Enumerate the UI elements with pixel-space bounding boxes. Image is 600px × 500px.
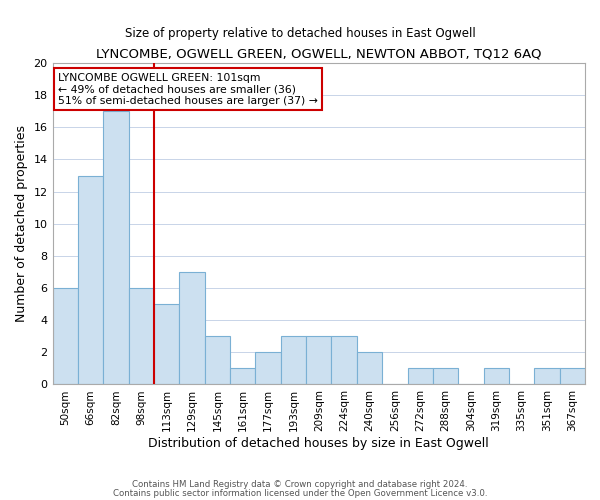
Bar bbox=[281, 336, 306, 384]
Bar bbox=[357, 352, 382, 384]
Title: LYNCOMBE, OGWELL GREEN, OGWELL, NEWTON ABBOT, TQ12 6AQ: LYNCOMBE, OGWELL GREEN, OGWELL, NEWTON A… bbox=[96, 48, 542, 60]
Bar bbox=[433, 368, 458, 384]
Bar bbox=[128, 288, 154, 384]
Bar bbox=[78, 176, 103, 384]
Bar bbox=[534, 368, 560, 384]
Text: Size of property relative to detached houses in East Ogwell: Size of property relative to detached ho… bbox=[125, 28, 475, 40]
Text: Contains public sector information licensed under the Open Government Licence v3: Contains public sector information licen… bbox=[113, 489, 487, 498]
Bar bbox=[154, 304, 179, 384]
Bar bbox=[407, 368, 433, 384]
Y-axis label: Number of detached properties: Number of detached properties bbox=[15, 126, 28, 322]
Bar bbox=[179, 272, 205, 384]
Bar bbox=[205, 336, 230, 384]
Text: LYNCOMBE OGWELL GREEN: 101sqm
← 49% of detached houses are smaller (36)
51% of s: LYNCOMBE OGWELL GREEN: 101sqm ← 49% of d… bbox=[58, 72, 318, 106]
Bar bbox=[331, 336, 357, 384]
Bar bbox=[560, 368, 585, 384]
Bar bbox=[53, 288, 78, 384]
X-axis label: Distribution of detached houses by size in East Ogwell: Distribution of detached houses by size … bbox=[148, 437, 489, 450]
Bar bbox=[103, 112, 128, 384]
Bar bbox=[306, 336, 331, 384]
Bar bbox=[230, 368, 256, 384]
Text: Contains HM Land Registry data © Crown copyright and database right 2024.: Contains HM Land Registry data © Crown c… bbox=[132, 480, 468, 489]
Bar bbox=[256, 352, 281, 384]
Bar bbox=[484, 368, 509, 384]
